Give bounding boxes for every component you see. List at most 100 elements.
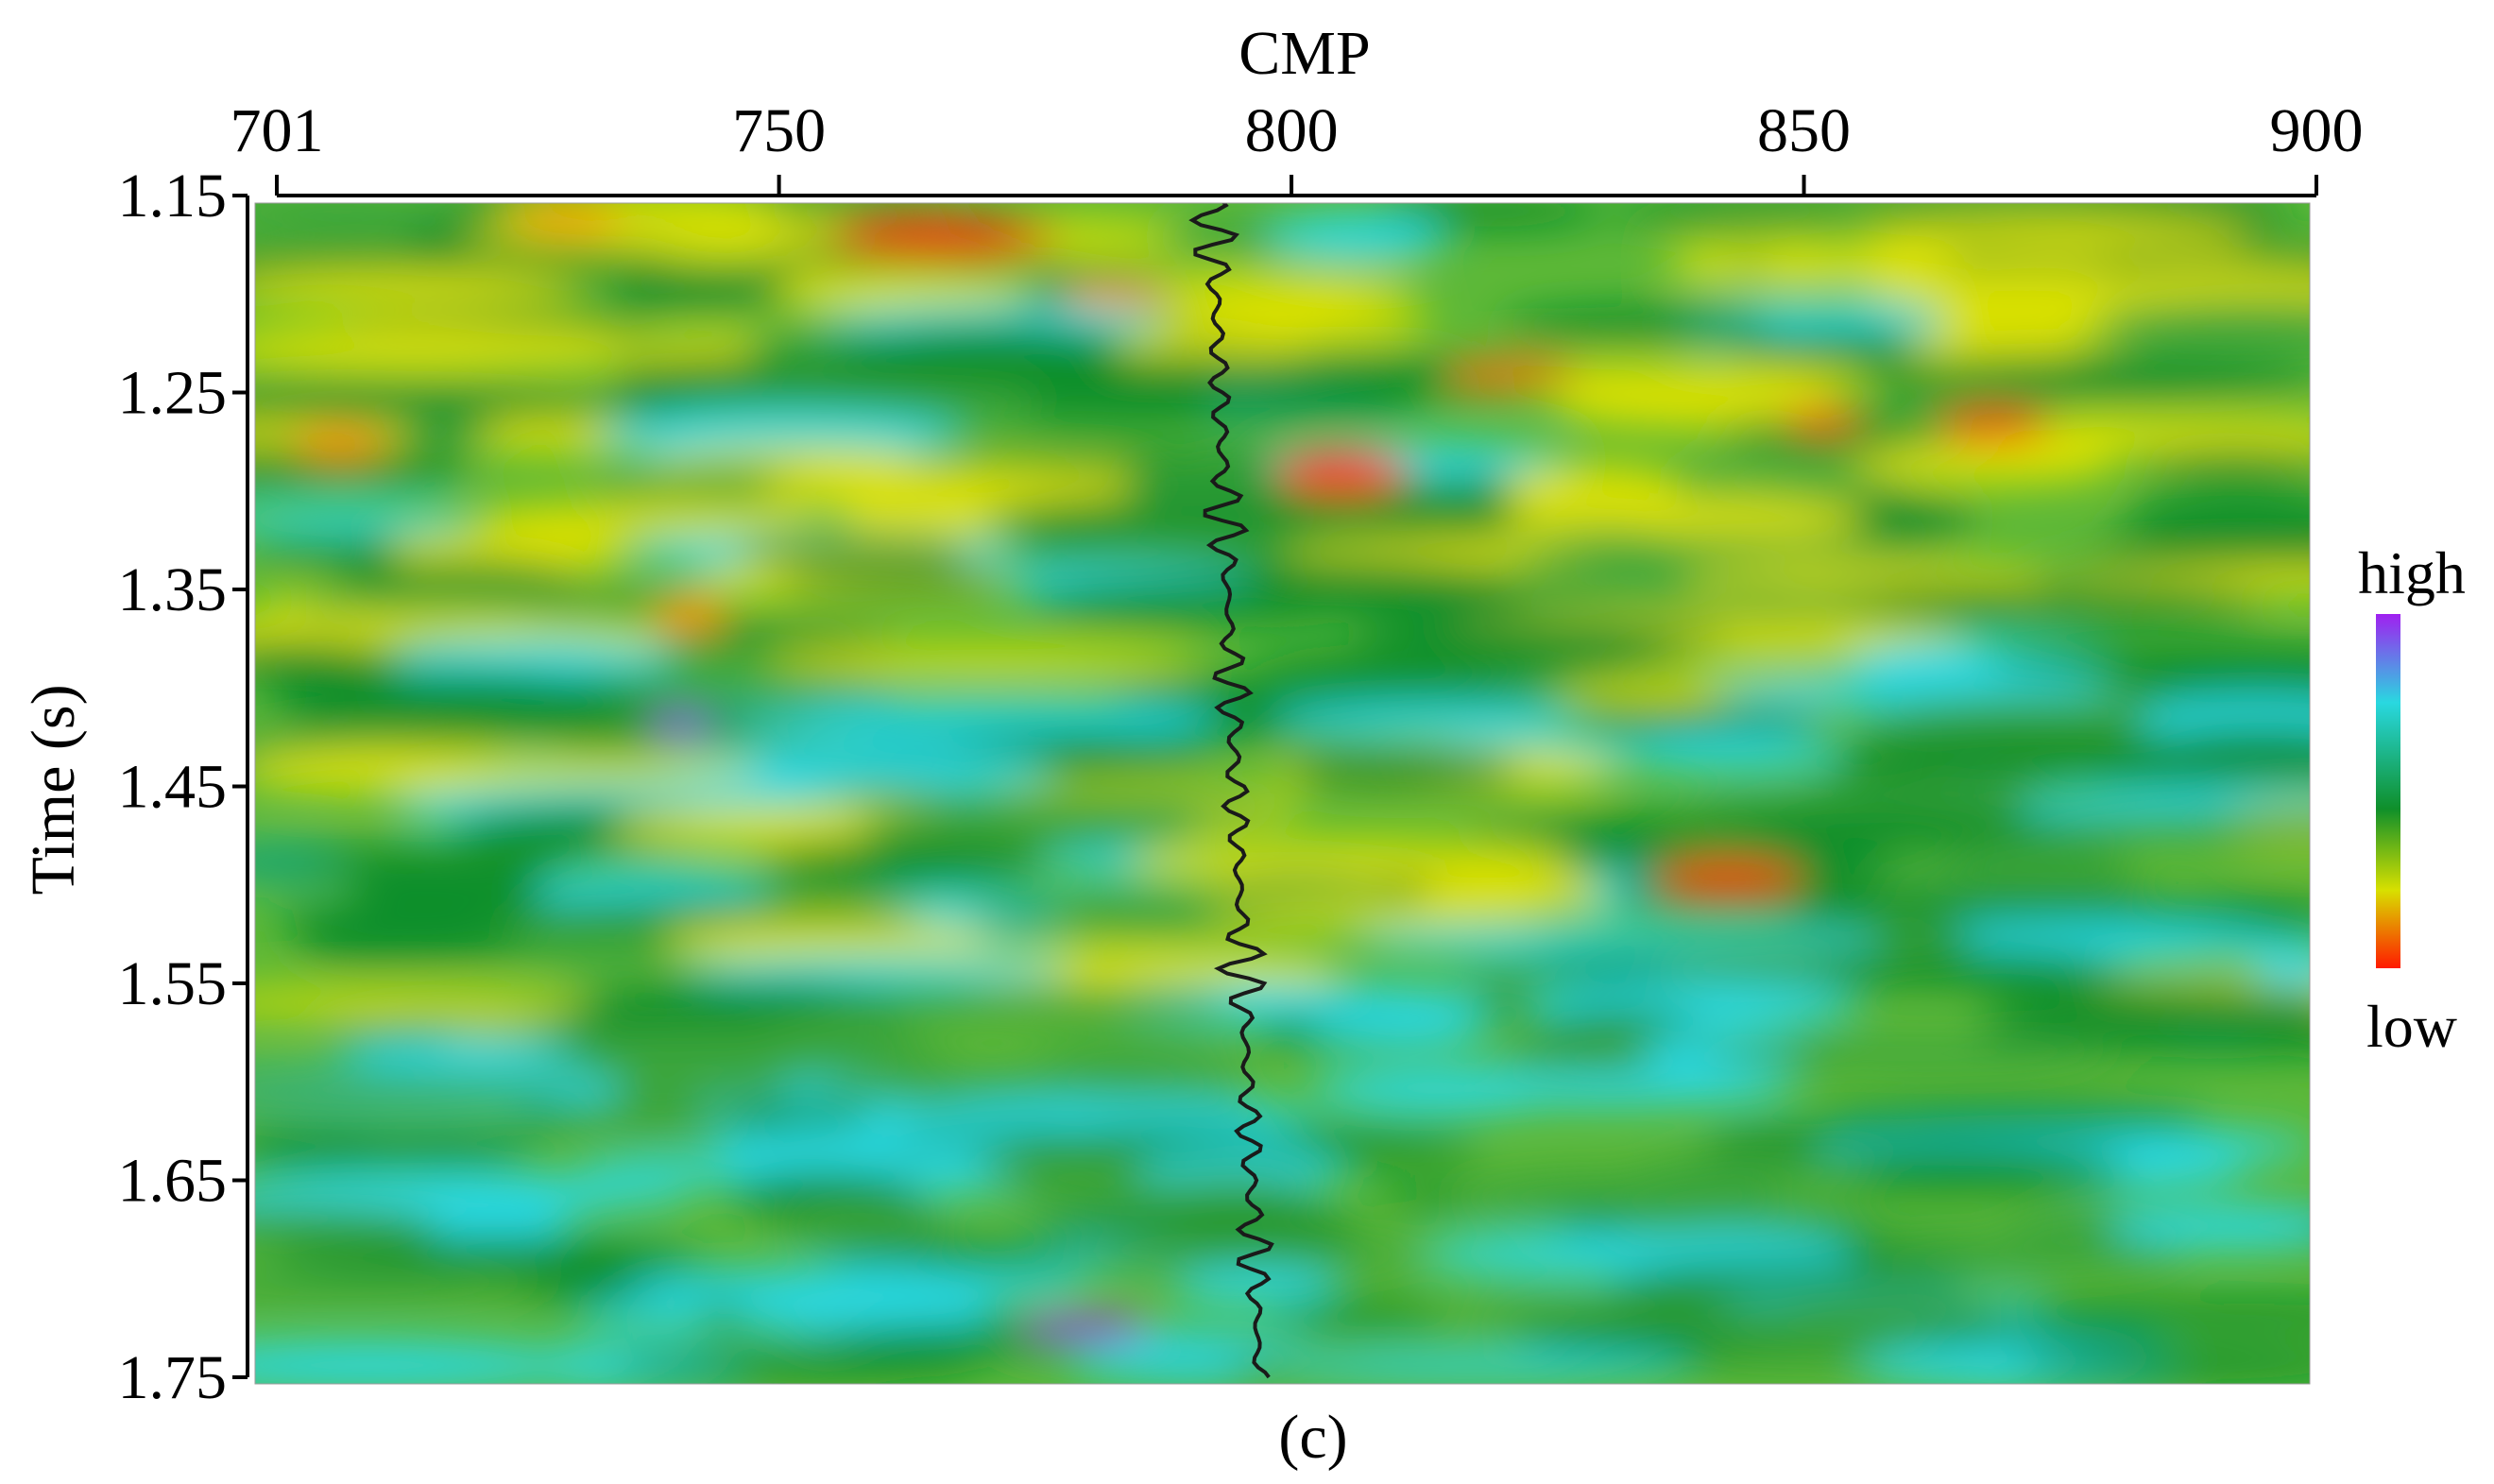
amplitude-blob [1825, 949, 2127, 990]
x-axis-title: CMP [1238, 19, 1370, 88]
amplitude-highlight [1445, 360, 1578, 386]
amplitude-blob [1308, 1066, 1579, 1114]
colorbar-low-label: low [2366, 993, 2457, 1060]
amplitude-blob [277, 697, 758, 742]
amplitude-blob [1551, 384, 1851, 429]
amplitude-blob [2018, 1348, 2310, 1383]
amplitude-blob [1848, 443, 2117, 486]
amplitude-blob [290, 587, 616, 619]
amplitude-blob [1698, 1326, 1937, 1355]
amplitude-blob [1047, 582, 1242, 623]
amplitude-blob [255, 988, 587, 1017]
amplitude-blob [1870, 756, 2046, 785]
amplitude-blob [594, 411, 965, 459]
amplitude-blob [1355, 927, 1675, 956]
y-tick-label: 1.75 [118, 1343, 228, 1412]
amplitude-blob [1499, 306, 1772, 343]
amplitude-blob [1822, 1100, 2211, 1136]
amplitude-blob [576, 1154, 823, 1185]
amplitude-blob [824, 1240, 1111, 1269]
y-tick-label: 1.25 [118, 359, 228, 428]
amplitude-blob [255, 203, 481, 232]
amplitude-blob [391, 638, 678, 682]
amplitude-blob [1347, 621, 1738, 651]
amplitude-blob [1899, 333, 2080, 363]
amplitude-blob [1515, 537, 1957, 568]
amplitude-highlight [647, 716, 713, 735]
amplitude-blob [814, 986, 1236, 1019]
x-tick-label: 850 [1757, 96, 1851, 165]
amplitude-blob [680, 954, 1074, 984]
amplitude-blob [2002, 414, 2202, 455]
amplitude-blob [1100, 270, 1424, 306]
amplitude-blob [1316, 494, 1547, 542]
amplitude-blob [2011, 1299, 2310, 1330]
amplitude-blob [611, 746, 1057, 794]
amplitude-blob [1013, 1177, 1303, 1214]
amplitude-blob [255, 1270, 552, 1302]
amplitude-blob [255, 1073, 572, 1107]
amplitude-blob [1303, 1015, 1494, 1049]
colorbar-gradient [2376, 614, 2400, 968]
amplitude-highlight [831, 219, 1058, 253]
amplitude-blob [255, 504, 479, 533]
amplitude-blob [555, 1101, 752, 1135]
amplitude-highlight [1058, 280, 1171, 306]
amplitude-highlight [652, 595, 727, 633]
amplitude-blob [2120, 271, 2310, 306]
amplitude-highlight [1937, 410, 2050, 440]
amplitude-blob [1204, 900, 1548, 928]
amplitude-blob [933, 945, 1343, 994]
amplitude-blob [611, 1350, 988, 1380]
amplitude-blob [2138, 448, 2310, 481]
amplitude-blob [1034, 1211, 1341, 1242]
amplitude-blob [467, 501, 825, 536]
colorbar-high-label: high [2358, 539, 2466, 606]
amplitude-blob [1380, 203, 1607, 230]
amplitude-blob [1607, 203, 1874, 226]
x-tick-label: 750 [732, 96, 826, 165]
amplitude-blob [757, 837, 1046, 886]
amplitude-blob [764, 644, 1200, 675]
amplitude-blob [2043, 812, 2310, 844]
amplitude-blob [269, 1237, 704, 1272]
amplitude-blob [255, 1175, 634, 1215]
plot-area [255, 203, 2310, 1384]
amplitude-blob [776, 1202, 950, 1252]
amplitude-blob [1859, 216, 2254, 258]
amplitude-blob [1578, 703, 1835, 736]
amplitude-blob [1680, 470, 1907, 503]
amplitude-blob [1028, 387, 1261, 425]
x-axis: 701 750 800 850 900 [231, 96, 2364, 197]
amplitude-blob [343, 1129, 535, 1165]
y-tick-label: 1.35 [118, 555, 228, 624]
amplitude-blob [1504, 585, 1890, 621]
figure-caption: (c) [1278, 1403, 1347, 1472]
amplitude-blob [1864, 264, 2166, 313]
amplitude-blob [1436, 670, 1650, 713]
amplitude-blob [726, 1292, 996, 1336]
amplitude-blob [307, 919, 528, 963]
x-tick-label: 701 [231, 96, 324, 165]
amplitude-blob [255, 640, 389, 680]
amplitude-blob [611, 356, 841, 400]
amplitude-blob [2120, 494, 2310, 543]
amplitude-blob [766, 698, 1223, 741]
amplitude-blob [1285, 749, 1523, 792]
amplitude-blob [835, 496, 1045, 540]
amplitude-highlight [1653, 863, 1804, 894]
amplitude-blob [613, 265, 793, 312]
amplitude-highlight [1275, 452, 1408, 493]
amplitude-blob [662, 920, 997, 963]
amplitude-blob [1985, 643, 2310, 677]
y-axis-title: Time (s) [19, 684, 88, 895]
amplitude-blob [1870, 355, 2310, 400]
amplitude-blob [459, 917, 764, 965]
amplitude-highlight [1785, 409, 1861, 432]
amplitude-blob [268, 900, 523, 928]
amplitude-blob [1038, 891, 1248, 936]
amplitude-blob [1855, 1236, 2186, 1273]
amplitude-blob [255, 1340, 595, 1384]
plot-border [254, 202, 2311, 1385]
